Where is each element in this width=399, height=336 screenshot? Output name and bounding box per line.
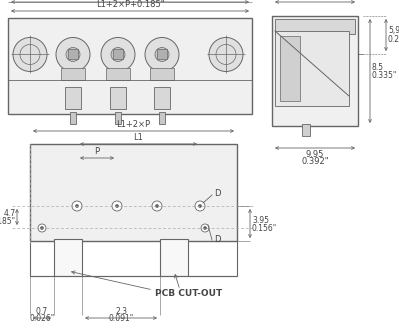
Bar	[275, 19, 355, 34]
Text: 0.7: 0.7	[36, 307, 48, 316]
Bar	[157, 49, 167, 59]
Text: 0.026": 0.026"	[30, 314, 55, 323]
Bar	[30, 144, 237, 241]
Text: D: D	[214, 190, 221, 199]
Circle shape	[56, 38, 90, 72]
Bar	[280, 36, 300, 101]
Bar	[8, 18, 252, 114]
Circle shape	[115, 205, 119, 208]
Bar	[159, 112, 165, 124]
Text: 0.335": 0.335"	[372, 71, 397, 80]
Circle shape	[209, 38, 243, 72]
Circle shape	[203, 226, 207, 229]
Bar	[54, 239, 82, 276]
Bar	[302, 124, 310, 136]
Circle shape	[145, 38, 179, 72]
Text: L1+2×P+0.185": L1+2×P+0.185"	[96, 0, 164, 9]
Text: 8.5: 8.5	[372, 62, 384, 72]
Bar	[65, 87, 81, 109]
Bar	[106, 69, 130, 80]
Circle shape	[75, 205, 79, 208]
Bar	[115, 112, 121, 124]
Bar	[150, 69, 174, 80]
Circle shape	[201, 224, 209, 232]
Circle shape	[66, 47, 80, 61]
Circle shape	[155, 47, 169, 61]
Text: D: D	[214, 236, 221, 245]
Bar	[113, 49, 123, 59]
Circle shape	[38, 224, 46, 232]
Circle shape	[112, 201, 122, 211]
Circle shape	[72, 201, 82, 211]
Text: 0.235": 0.235"	[388, 35, 399, 43]
Circle shape	[101, 38, 135, 72]
Circle shape	[156, 205, 158, 208]
Bar	[275, 31, 349, 106]
Text: PCB CUT-OUT: PCB CUT-OUT	[155, 290, 222, 298]
Text: 9.95: 9.95	[306, 150, 324, 159]
Text: 0.091": 0.091"	[109, 314, 134, 323]
Bar	[70, 112, 76, 124]
Circle shape	[13, 38, 47, 72]
Text: 4.7: 4.7	[4, 210, 16, 218]
Text: L1: L1	[134, 133, 143, 142]
Bar	[160, 239, 188, 276]
Text: P: P	[95, 147, 100, 156]
Circle shape	[111, 47, 125, 61]
Text: 0.185": 0.185"	[0, 217, 16, 226]
Bar	[68, 49, 78, 59]
Text: 5,98: 5,98	[388, 27, 399, 36]
Circle shape	[152, 201, 162, 211]
Text: 2.3: 2.3	[115, 307, 127, 316]
Text: 3.95: 3.95	[252, 216, 269, 225]
Bar	[154, 87, 170, 109]
Text: 0.156": 0.156"	[252, 224, 277, 233]
Bar	[272, 16, 358, 126]
Circle shape	[41, 226, 43, 229]
Text: 0.392": 0.392"	[301, 157, 329, 166]
Bar	[110, 87, 126, 109]
Circle shape	[198, 205, 201, 208]
Text: L1+2×P: L1+2×P	[117, 120, 150, 129]
Circle shape	[195, 201, 205, 211]
Bar	[61, 69, 85, 80]
